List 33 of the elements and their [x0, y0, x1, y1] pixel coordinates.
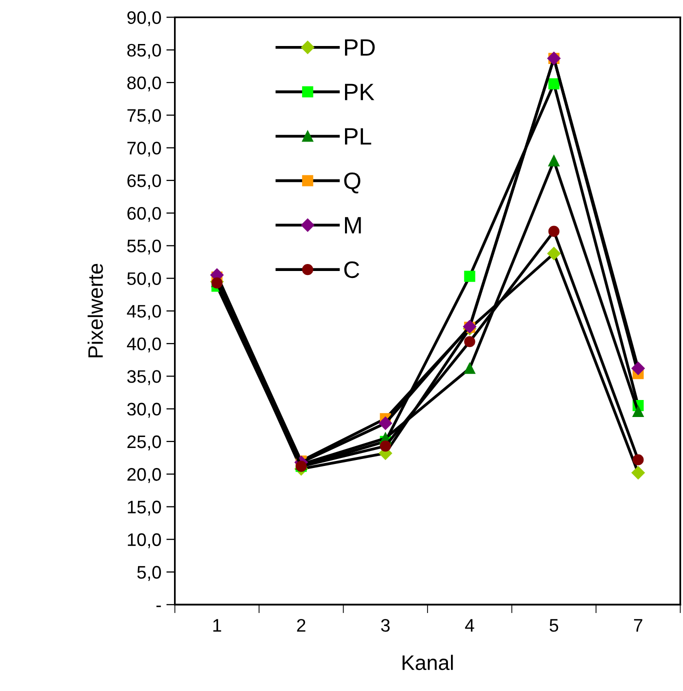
y-tick-label: 75,0	[127, 109, 161, 124]
y-tick-label: 35,0	[127, 370, 161, 386]
legend-label: PD	[345, 39, 375, 56]
x-axis-title: Kanal	[402, 654, 453, 670]
y-tick-label: 15,0	[128, 500, 161, 516]
y-tick-label: 55,0	[127, 240, 161, 255]
y-tick-label: -	[156, 606, 161, 608]
legend-label: PL	[345, 128, 372, 145]
y-tick-label: 70,0	[127, 142, 161, 157]
y-tick-label: 45,0	[126, 304, 161, 320]
x-tick-label: 3	[381, 618, 390, 632]
y-tick-label: 80,0	[127, 76, 161, 92]
y-tick-label: 5,0	[137, 566, 161, 581]
y-tick-label: 90,0	[127, 11, 161, 26]
y-tick-label: 65,0	[127, 174, 161, 190]
y-tick-label: 40,0	[126, 338, 161, 352]
x-tick-label: 1	[213, 619, 222, 632]
x-tick-label: 2	[297, 618, 306, 632]
y-tick-label: 30,0	[127, 402, 161, 418]
legend-label: C	[344, 261, 360, 278]
legend-label: Q	[344, 172, 360, 194]
y-tick-label: 25,0	[127, 435, 161, 450]
x-tick-label: 5	[550, 619, 558, 632]
y-tick-label: 20,0	[127, 468, 161, 483]
legend-label: M	[345, 217, 361, 234]
y-tick-label: 50,0	[127, 272, 161, 288]
y-axis-title: Pixelwerte	[88, 264, 103, 358]
x-tick-label: 7	[634, 619, 642, 632]
y-tick-label: 10,0	[128, 533, 161, 548]
y-tick-label: 60,0	[127, 206, 161, 222]
y-tick-label: 85,0	[127, 44, 161, 59]
legend-label: PK	[345, 84, 374, 100]
x-tick-label: 4	[465, 619, 474, 632]
